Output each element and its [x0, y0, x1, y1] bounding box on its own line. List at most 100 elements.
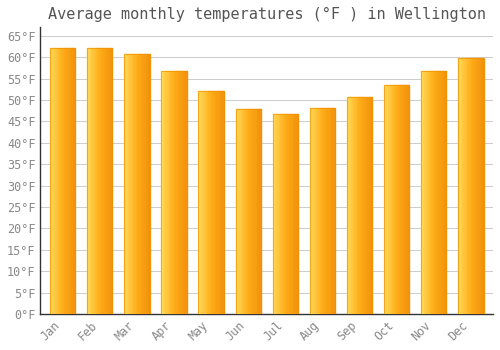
- Bar: [162, 71, 186, 314]
- Bar: [243, 108, 244, 314]
- Bar: [384, 85, 409, 314]
- Bar: [104, 48, 106, 314]
- Bar: [276, 114, 278, 314]
- Bar: [438, 71, 439, 314]
- Bar: [368, 97, 370, 314]
- Bar: [316, 108, 318, 314]
- Bar: [280, 114, 281, 314]
- Bar: [370, 97, 371, 314]
- Bar: [168, 71, 169, 314]
- Bar: [102, 48, 104, 314]
- Bar: [348, 97, 350, 314]
- Bar: [432, 71, 434, 314]
- Bar: [198, 91, 200, 314]
- Bar: [175, 71, 176, 314]
- Bar: [360, 97, 362, 314]
- Bar: [481, 58, 482, 314]
- Bar: [296, 114, 298, 314]
- Bar: [358, 97, 360, 314]
- Bar: [176, 71, 178, 314]
- Bar: [352, 97, 354, 314]
- Bar: [246, 108, 247, 314]
- Bar: [428, 71, 429, 314]
- Bar: [64, 48, 66, 314]
- Bar: [438, 71, 440, 314]
- Bar: [182, 71, 183, 314]
- Bar: [474, 58, 476, 314]
- Bar: [350, 97, 351, 314]
- Bar: [101, 48, 102, 314]
- Bar: [254, 108, 256, 314]
- Bar: [130, 54, 132, 314]
- Bar: [97, 48, 98, 314]
- Bar: [390, 85, 392, 314]
- Bar: [460, 58, 462, 314]
- Bar: [404, 85, 406, 314]
- Bar: [318, 108, 320, 314]
- Bar: [128, 54, 130, 314]
- Bar: [353, 97, 354, 314]
- Bar: [482, 58, 484, 314]
- Bar: [56, 48, 58, 314]
- Bar: [362, 97, 364, 314]
- Bar: [425, 71, 426, 314]
- Bar: [72, 48, 74, 314]
- Bar: [334, 108, 335, 314]
- Bar: [214, 91, 215, 314]
- Bar: [310, 108, 311, 314]
- Bar: [216, 91, 218, 314]
- Bar: [260, 108, 261, 314]
- Bar: [480, 58, 481, 314]
- Bar: [272, 114, 298, 314]
- Bar: [96, 48, 98, 314]
- Bar: [392, 85, 393, 314]
- Bar: [290, 114, 292, 314]
- Bar: [478, 58, 480, 314]
- Bar: [332, 108, 334, 314]
- Bar: [94, 48, 96, 314]
- Bar: [162, 71, 164, 314]
- Bar: [247, 108, 248, 314]
- Bar: [69, 48, 70, 314]
- Bar: [238, 108, 240, 314]
- Bar: [356, 97, 357, 314]
- Bar: [398, 85, 400, 314]
- Bar: [62, 48, 63, 314]
- Bar: [68, 48, 69, 314]
- Bar: [250, 108, 252, 314]
- Bar: [296, 114, 297, 314]
- Bar: [142, 54, 144, 314]
- Title: Average monthly temperatures (°F ) in Wellington: Average monthly temperatures (°F ) in We…: [48, 7, 486, 22]
- Bar: [328, 108, 330, 314]
- Bar: [222, 91, 224, 314]
- Bar: [278, 114, 279, 314]
- Bar: [110, 48, 111, 314]
- Bar: [138, 54, 140, 314]
- Bar: [257, 108, 258, 314]
- Bar: [400, 85, 402, 314]
- Bar: [331, 108, 332, 314]
- Bar: [134, 54, 136, 314]
- Bar: [237, 108, 238, 314]
- Bar: [124, 54, 126, 314]
- Bar: [477, 58, 478, 314]
- Bar: [124, 54, 150, 314]
- Bar: [201, 91, 202, 314]
- Bar: [328, 108, 329, 314]
- Bar: [312, 108, 314, 314]
- Bar: [148, 54, 150, 314]
- Bar: [100, 48, 101, 314]
- Bar: [253, 108, 254, 314]
- Bar: [458, 58, 483, 314]
- Bar: [311, 108, 312, 314]
- Bar: [198, 91, 224, 314]
- Bar: [211, 91, 212, 314]
- Bar: [436, 71, 438, 314]
- Bar: [143, 54, 144, 314]
- Bar: [464, 58, 466, 314]
- Bar: [206, 91, 208, 314]
- Bar: [367, 97, 368, 314]
- Bar: [87, 48, 112, 314]
- Bar: [129, 54, 130, 314]
- Bar: [52, 48, 54, 314]
